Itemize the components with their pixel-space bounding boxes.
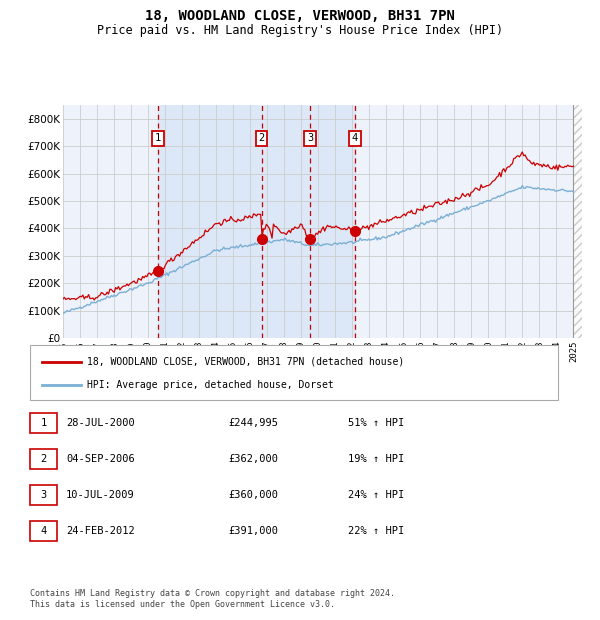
Text: 2014: 2014 <box>382 341 391 363</box>
Text: 2005: 2005 <box>229 341 238 363</box>
Bar <box>574 105 582 338</box>
Text: 1997: 1997 <box>92 341 101 363</box>
Text: 2013: 2013 <box>365 341 374 363</box>
Text: 4: 4 <box>40 526 47 536</box>
Text: 2017: 2017 <box>433 341 442 363</box>
Text: 1: 1 <box>40 418 47 428</box>
Text: 2004: 2004 <box>212 341 221 363</box>
Text: £362,000: £362,000 <box>228 454 278 464</box>
Text: 4: 4 <box>352 133 358 143</box>
Text: 18, WOODLAND CLOSE, VERWOOD, BH31 7PN: 18, WOODLAND CLOSE, VERWOOD, BH31 7PN <box>145 9 455 24</box>
Text: 1998: 1998 <box>110 341 119 363</box>
Text: 2018: 2018 <box>450 341 459 363</box>
Text: 2003: 2003 <box>194 341 203 363</box>
Text: 2006: 2006 <box>245 341 254 363</box>
Text: 2000: 2000 <box>143 341 152 363</box>
Text: 2011: 2011 <box>331 341 340 363</box>
Text: 2021: 2021 <box>501 341 510 363</box>
Text: £360,000: £360,000 <box>228 490 278 500</box>
Text: 24% ↑ HPI: 24% ↑ HPI <box>348 490 404 500</box>
Text: Contains HM Land Registry data © Crown copyright and database right 2024.
This d: Contains HM Land Registry data © Crown c… <box>30 590 395 609</box>
Text: 2012: 2012 <box>348 341 357 363</box>
Text: 2: 2 <box>40 454 47 464</box>
Text: 2024: 2024 <box>552 341 561 363</box>
Text: £391,000: £391,000 <box>228 526 278 536</box>
Text: 2019: 2019 <box>467 341 476 363</box>
Text: 2025: 2025 <box>569 341 578 363</box>
Text: 10-JUL-2009: 10-JUL-2009 <box>66 490 135 500</box>
Text: 2010: 2010 <box>314 341 323 363</box>
Text: 24-FEB-2012: 24-FEB-2012 <box>66 526 135 536</box>
Text: 04-SEP-2006: 04-SEP-2006 <box>66 454 135 464</box>
Text: 2001: 2001 <box>161 341 170 363</box>
Text: 19% ↑ HPI: 19% ↑ HPI <box>348 454 404 464</box>
Text: 2015: 2015 <box>399 341 408 363</box>
Text: 1995: 1995 <box>59 341 67 363</box>
Text: 2023: 2023 <box>535 341 544 363</box>
Text: 28-JUL-2000: 28-JUL-2000 <box>66 418 135 428</box>
Text: 2016: 2016 <box>416 341 425 363</box>
Text: HPI: Average price, detached house, Dorset: HPI: Average price, detached house, Dors… <box>87 379 334 389</box>
Text: 2: 2 <box>259 133 265 143</box>
Text: 22% ↑ HPI: 22% ↑ HPI <box>348 526 404 536</box>
Text: 18, WOODLAND CLOSE, VERWOOD, BH31 7PN (detached house): 18, WOODLAND CLOSE, VERWOOD, BH31 7PN (d… <box>87 356 404 366</box>
Text: 3: 3 <box>40 490 47 500</box>
Text: 2009: 2009 <box>297 341 306 363</box>
Text: 2020: 2020 <box>484 341 493 363</box>
Text: 1999: 1999 <box>127 341 136 363</box>
Text: 1996: 1996 <box>76 341 85 363</box>
Text: 2008: 2008 <box>280 341 289 363</box>
Text: 51% ↑ HPI: 51% ↑ HPI <box>348 418 404 428</box>
Text: 1: 1 <box>155 133 161 143</box>
Text: 2007: 2007 <box>263 341 272 363</box>
Text: 2022: 2022 <box>518 341 527 363</box>
Text: 3: 3 <box>307 133 313 143</box>
Text: 2002: 2002 <box>178 341 187 363</box>
Text: Price paid vs. HM Land Registry's House Price Index (HPI): Price paid vs. HM Land Registry's House … <box>97 24 503 37</box>
Text: £244,995: £244,995 <box>228 418 278 428</box>
Bar <box>158 105 355 338</box>
